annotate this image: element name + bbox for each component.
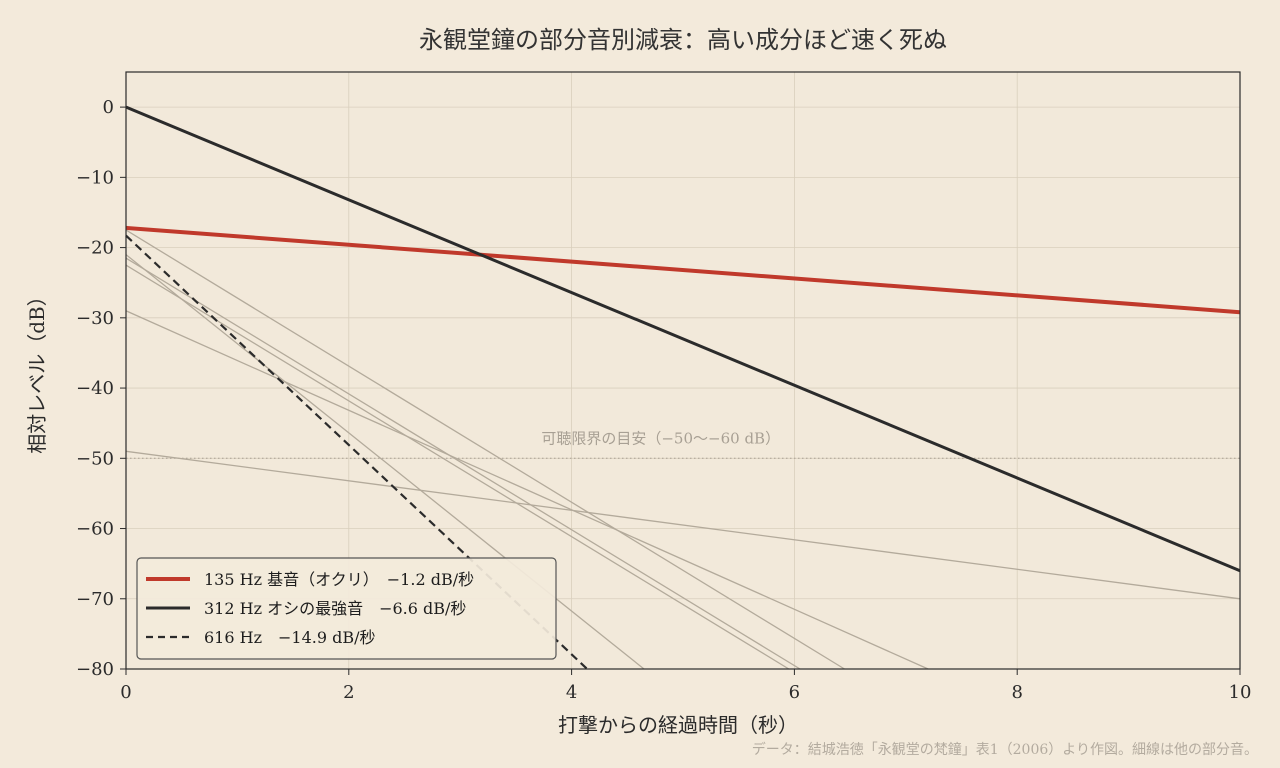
y-tick-label: −80 [76, 659, 114, 680]
y-tick-label: −50 [76, 448, 114, 469]
series-line-minor-partial [125, 450, 1241, 600]
plot-frame [125, 71, 1241, 670]
y-tick-label: −10 [76, 167, 114, 188]
x-tick-label: 2 [343, 682, 354, 703]
legend: 135 Hz 基音（オクリ） −1.2 dB/秒 312 Hz オシの最強音 −6… [136, 557, 557, 660]
x-tick-label: 8 [1011, 682, 1022, 703]
legend-box [136, 557, 557, 660]
legend-label: 616 Hz −14.9 dB/秒 [204, 628, 376, 647]
x-tick-label: 4 [566, 682, 577, 703]
y-tick-label: −30 [76, 308, 114, 329]
chart-title: 永観堂鐘の部分音別減衰：高い成分ほど速く死ぬ [419, 26, 947, 54]
audibility-reference-label: 可聴限界の目安（−50〜−60 dB） [541, 429, 780, 447]
x-tick-label: 6 [789, 682, 800, 703]
series-line-minor-partial [125, 310, 929, 670]
series-line-minor-partial [125, 254, 645, 670]
series-line-minor-partial [125, 229, 845, 670]
legend-label: 135 Hz 基音（オクリ） −1.2 dB/秒 [204, 570, 474, 589]
y-tick-label: −60 [76, 519, 114, 540]
reference-line-group: 可聴限界の目安（−50〜−60 dB） [126, 429, 1240, 459]
y-tick-label: −40 [76, 378, 114, 399]
ticks: 0 2 4 6 8 10 0 −10 −20 −30 −40 −50 −60 −70 −80 [76, 97, 1251, 703]
x-tick-label: 10 [1229, 682, 1252, 703]
series-line [125, 105, 1241, 573]
y-tick-label: −20 [76, 238, 114, 259]
y-axis-label: 相対レベル（dB） [25, 286, 49, 454]
series-line-minor-partial [125, 264, 790, 670]
x-axis-label: 打撃からの経過時間（秒） [558, 713, 798, 737]
y-tick-label: −70 [76, 589, 114, 610]
series-line [125, 225, 1241, 315]
legend-label: 312 Hz オシの最強音 −6.6 dB/秒 [204, 599, 466, 618]
y-tick-label: 0 [103, 97, 114, 118]
source-note: データ：結城浩徳「永観堂の梵鐘」表1（2006）より作図。細線は他の部分音。 [752, 741, 1258, 758]
x-tick-label: 0 [120, 682, 131, 703]
series-group [125, 105, 1241, 670]
series-line-minor-partial [125, 257, 801, 670]
